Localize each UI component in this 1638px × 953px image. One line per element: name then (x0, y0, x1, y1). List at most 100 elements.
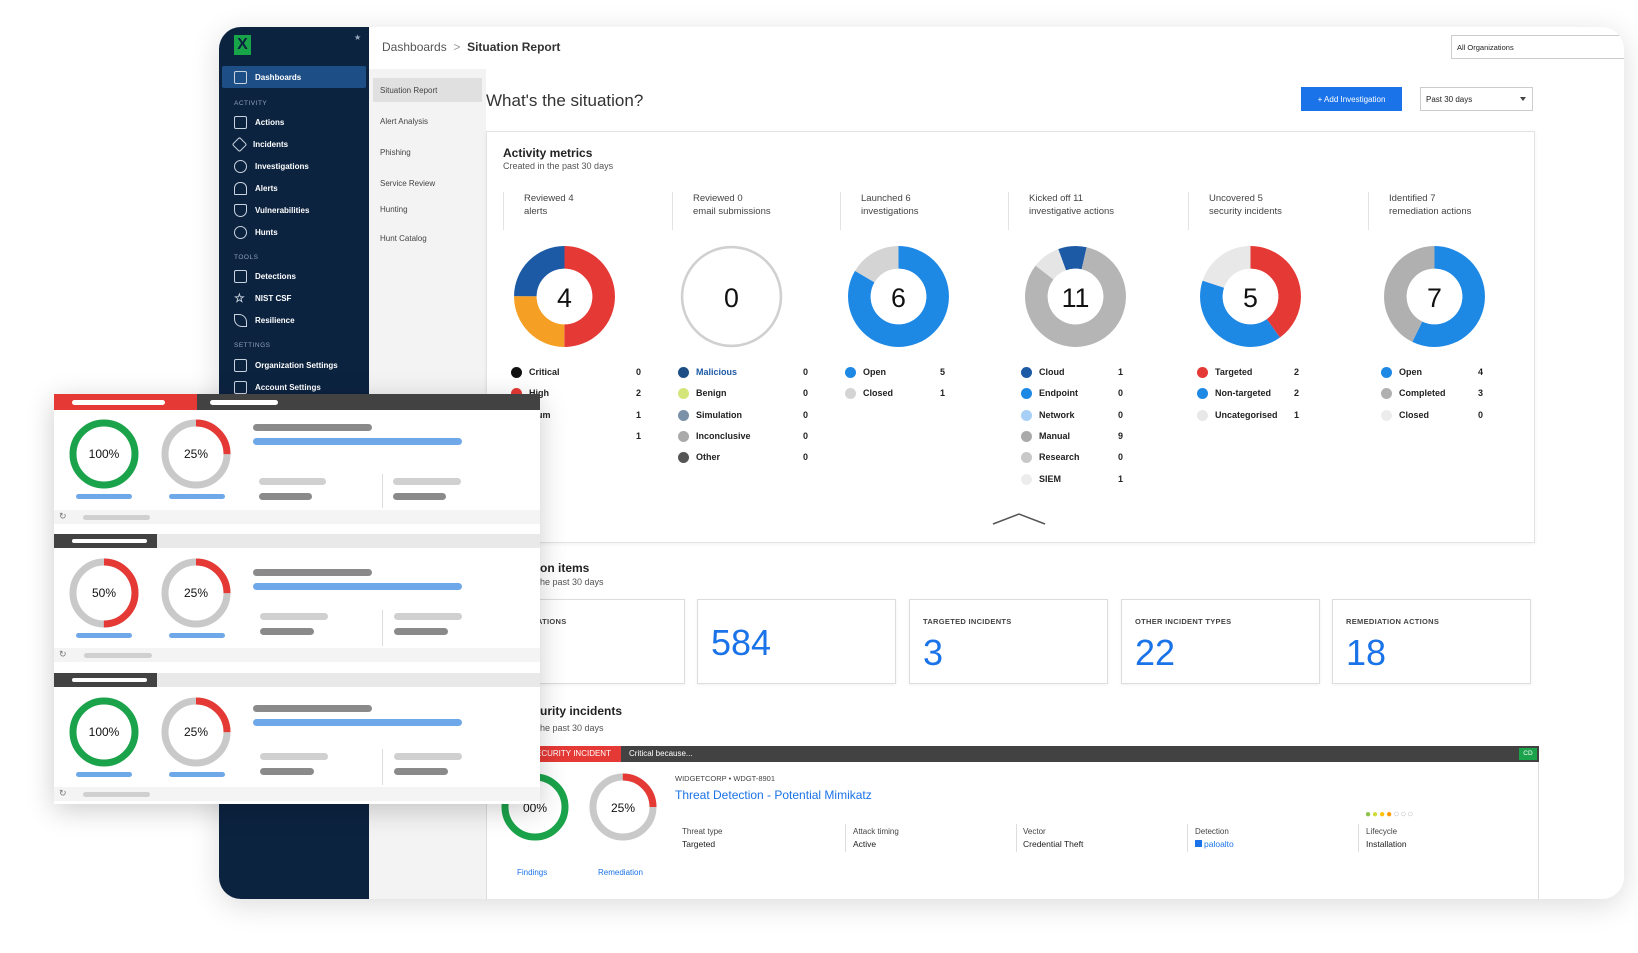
legend-item[interactable]: Uncategorised 1 (1197, 408, 1299, 422)
legend-item[interactable]: Critical 0 (511, 365, 641, 379)
metric-caption: Reviewed 0 email submissions (672, 192, 822, 230)
legend-dot (1197, 387, 1208, 399)
actions-donut[interactable]: 11 (1024, 245, 1127, 348)
metric-caption: Reviewed 4 alerts (503, 192, 653, 230)
field-label: Detection (1195, 827, 1229, 836)
incident-header-bar[interactable]: ECURITY INCIDENT Critical because... CD (486, 746, 1539, 762)
sidebar-item-alerts[interactable]: Alerts (222, 177, 366, 199)
legend-item[interactable]: Open 4 (1381, 365, 1483, 379)
sidebar-item-label: Actions (255, 117, 285, 127)
sidebar-item-incidents[interactable]: Incidents (222, 133, 366, 155)
legend-item[interactable]: Closed 0 (1381, 408, 1483, 422)
overlay-header (54, 394, 540, 410)
sidebar-item-nist-csf[interactable]: ☆ NIST CSF (222, 287, 366, 309)
alarm-icon (234, 181, 247, 195)
subnav-phishing[interactable]: Phishing (380, 147, 411, 157)
action-items-subtitle: he past 30 days (540, 577, 604, 587)
collapse-chevron-icon[interactable] (992, 512, 1046, 526)
legend-dot (1381, 387, 1392, 399)
investigations-donut[interactable]: 6 (847, 245, 950, 348)
sidebar-item-dashboards[interactable]: Dashboards (222, 66, 366, 88)
overlay-band (54, 534, 540, 548)
leaf-icon (234, 313, 247, 327)
sidebar-item-detections[interactable]: Detections (222, 265, 366, 287)
placeholder-bar (76, 772, 132, 777)
legend-item[interactable]: Malicious 0 (678, 365, 808, 379)
legend-item[interactable]: High 2 (511, 386, 641, 400)
legend-item[interactable]: Targeted 2 (1197, 365, 1299, 379)
divider (845, 824, 846, 852)
alerts-donut[interactable]: 4 (513, 245, 616, 348)
subnav-situation-report[interactable]: Situation Report (373, 78, 482, 102)
placeholder-bar (72, 400, 165, 405)
field-value: Targeted (682, 839, 716, 849)
legend-dot (1197, 409, 1208, 421)
legend-item[interactable]: Endpoint 0 (1021, 386, 1123, 400)
incident-name[interactable]: Threat Detection - Potential Mimikatz (675, 788, 872, 802)
divider (382, 610, 383, 646)
legend-dot (678, 409, 689, 421)
incidents-subtitle: he past 30 days (540, 723, 604, 733)
divider (382, 749, 383, 785)
field-label: Vector (1023, 827, 1046, 836)
legend-item[interactable]: Cloud 1 (1021, 365, 1123, 379)
stat-card[interactable]: 584 (697, 599, 896, 684)
subnav-alert-analysis[interactable]: Alert Analysis (380, 116, 429, 126)
sidebar-item-hunts[interactable]: Hunts (222, 221, 366, 243)
chevron-right-icon: > (453, 40, 461, 54)
paloalto-icon (1195, 840, 1202, 847)
incidents-donut[interactable]: 5 (1199, 245, 1302, 348)
top-bar: Dashboards > Situation Report All Organi… (369, 27, 1624, 69)
legend-dot (845, 387, 856, 399)
incident-org: WIDGETCORP • WDGT-8901 (675, 774, 776, 783)
field-value: Credential Theft (1023, 839, 1084, 849)
legend-item[interactable]: Other 0 (678, 450, 808, 464)
legend-item[interactable]: Completed 3 (1381, 386, 1483, 400)
legend-item[interactable]: Open 5 (845, 365, 945, 379)
sidebar-item-resilience[interactable]: Resilience (222, 309, 366, 331)
sidebar-item-vulnerabilities[interactable]: Vulnerabilities (222, 199, 366, 221)
lifecycle-progress: ●●●●○○○ (1365, 809, 1415, 820)
svg-text:100%: 100% (89, 725, 120, 739)
legend-item[interactable]: Non-targeted 2 (1197, 386, 1299, 400)
stat-card-remediation-actions[interactable]: REMEDIATION ACTIONS 18 (1332, 599, 1531, 684)
subnav-hunt-catalog[interactable]: Hunt Catalog (380, 233, 427, 243)
legend-dot (678, 366, 689, 378)
incident-card[interactable]: 00% Findings 25% Remediation WIDGETCORP … (486, 762, 1539, 899)
legend-item[interactable]: Simulation 0 (678, 408, 808, 422)
placeholder-bar (259, 478, 326, 485)
section-tools: TOOLS (234, 254, 259, 261)
sidebar-item-actions[interactable]: Actions (222, 111, 366, 133)
period-select[interactable]: Past 30 days (1420, 87, 1533, 111)
sidebar-item-org-settings[interactable]: Organization Settings (222, 354, 366, 376)
organization-select[interactable]: All Organizations (1451, 35, 1624, 59)
legend-item[interactable]: Closed 1 (845, 386, 945, 400)
legend-item[interactable]: Network 0 (1021, 408, 1123, 422)
subnav-service-review[interactable]: Service Review (380, 178, 436, 188)
placeholder-bar (260, 768, 314, 775)
stat-card-targeted-incidents[interactable]: TARGETED INCIDENTS 3 (909, 599, 1108, 684)
legend-item[interactable]: SIEM 1 (1021, 472, 1123, 486)
legend-item[interactable]: Manual 9 (1021, 429, 1123, 443)
subnav-hunting[interactable]: Hunting (380, 204, 408, 214)
legend-item[interactable]: Inconclusive 0 (678, 429, 808, 443)
overlay-footer: ↻ (54, 787, 540, 801)
sidebar-item-account-settings[interactable]: Account Settings (222, 376, 366, 398)
activity-metrics-card: Activity metrics Created in the past 30 … (486, 131, 1535, 543)
legend-item[interactable]: Research 0 (1021, 450, 1123, 464)
stat-card-other-incident-types[interactable]: OTHER INCIDENT TYPES 22 (1121, 599, 1320, 684)
history-icon: ↻ (59, 788, 67, 798)
add-investigation-button[interactable]: + Add Investigation (1301, 87, 1402, 111)
sidebar-item-label: Alerts (255, 183, 278, 193)
incident-reason: Critical because... (629, 749, 693, 758)
pin-icon[interactable]: ★ (354, 33, 362, 42)
app-logo[interactable]: X (234, 35, 251, 55)
remediation-label: Remediation (598, 868, 643, 877)
sidebar-item-investigations[interactable]: Investigations (222, 155, 366, 177)
remediation-donut[interactable]: 7 (1383, 245, 1486, 348)
detection-logo: paloalto (1195, 839, 1234, 849)
legend-item[interactable]: Benign 0 (678, 386, 808, 400)
card-subtitle: Created in the past 30 days (503, 161, 614, 171)
emails-donut[interactable]: 0 (680, 245, 783, 348)
breadcrumb-root[interactable]: Dashboards (382, 40, 447, 54)
